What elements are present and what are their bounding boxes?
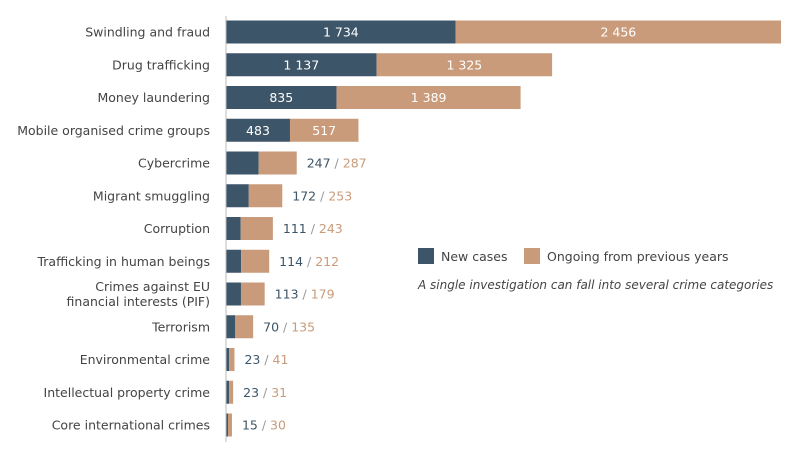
category-label: Migrant smuggling — [93, 188, 210, 203]
legend-swatch-new-cases — [418, 248, 434, 264]
data-label-ongoing: 2 456 — [600, 25, 636, 40]
category-label: Terrorism — [151, 319, 210, 334]
bar-ongoing — [258, 151, 297, 175]
data-label-pair: 113 / 179 — [275, 287, 335, 302]
bar-new-cases — [226, 184, 249, 208]
data-label-pair: 111 / 243 — [283, 221, 343, 236]
bar-new-cases — [226, 118, 290, 142]
data-label-pair: 23 / 31 — [243, 385, 287, 400]
data-label-pair: 23 / 41 — [244, 352, 288, 367]
category-label: Trafficking in human beings — [36, 254, 210, 269]
data-label-pair: 70 / 135 — [263, 319, 315, 334]
bar-ongoing — [240, 282, 265, 306]
bar-ongoing — [241, 249, 270, 273]
data-label-pair: 247 / 287 — [307, 156, 367, 171]
category-label: Drug trafficking — [112, 57, 210, 72]
data-label-ongoing: 1 325 — [446, 57, 482, 72]
data-label-ongoing: 517 — [312, 123, 336, 138]
category-label: Mobile organised crime groups — [17, 123, 210, 138]
bar-ongoing — [376, 53, 553, 77]
data-label-pair: 114 / 212 — [279, 254, 339, 269]
category-label: Crimes against EU — [95, 279, 210, 294]
bar-ongoing — [227, 413, 232, 437]
bar-new-cases — [226, 348, 230, 371]
bar-ongoing — [240, 217, 273, 240]
bar-ongoing — [229, 348, 235, 371]
bar-ongoing — [229, 380, 234, 404]
bar-new-cases — [226, 53, 377, 77]
data-label-new: 835 — [269, 90, 293, 105]
data-label-new: 483 — [246, 123, 270, 138]
data-label-new: 1 137 — [283, 57, 319, 72]
data-label-pair: 172 / 253 — [292, 188, 352, 203]
chart-annotation: A single investigation can fall into sev… — [417, 278, 773, 292]
bar-new-cases — [226, 380, 230, 404]
bar-new-cases — [226, 249, 242, 273]
bar-ongoing — [455, 20, 781, 44]
data-label-ongoing: 1 389 — [411, 90, 447, 105]
bar-ongoing — [248, 184, 283, 208]
legend-label-new-cases: New cases — [441, 249, 508, 264]
category-label: Swindling and fraud — [85, 25, 210, 40]
category-label: Core international crimes — [52, 418, 210, 433]
bar-new-cases — [226, 20, 456, 44]
legend-swatch-ongoing — [524, 248, 540, 264]
category-label: Corruption — [144, 221, 210, 236]
bar-ongoing — [235, 315, 254, 339]
bar-new-cases — [226, 413, 228, 437]
legend-label-ongoing: Ongoing from previous years — [547, 249, 729, 264]
data-label-pair: 15 / 30 — [242, 418, 286, 433]
bar-ongoing — [336, 86, 521, 109]
category-label: Money laundering — [98, 90, 211, 105]
bar-new-cases — [226, 217, 241, 240]
bar-ongoing — [289, 118, 359, 142]
category-label: Cybercrime — [138, 156, 210, 171]
category-label: Environmental crime — [80, 352, 211, 367]
category-label: financial interests (PIF) — [67, 294, 210, 309]
bar-new-cases — [226, 282, 241, 306]
bar-new-cases — [226, 86, 337, 109]
data-label-new: 1 734 — [323, 25, 359, 40]
category-label: Intellectual property crime — [44, 385, 211, 400]
bar-new-cases — [226, 151, 259, 175]
bar-new-cases — [226, 315, 236, 339]
